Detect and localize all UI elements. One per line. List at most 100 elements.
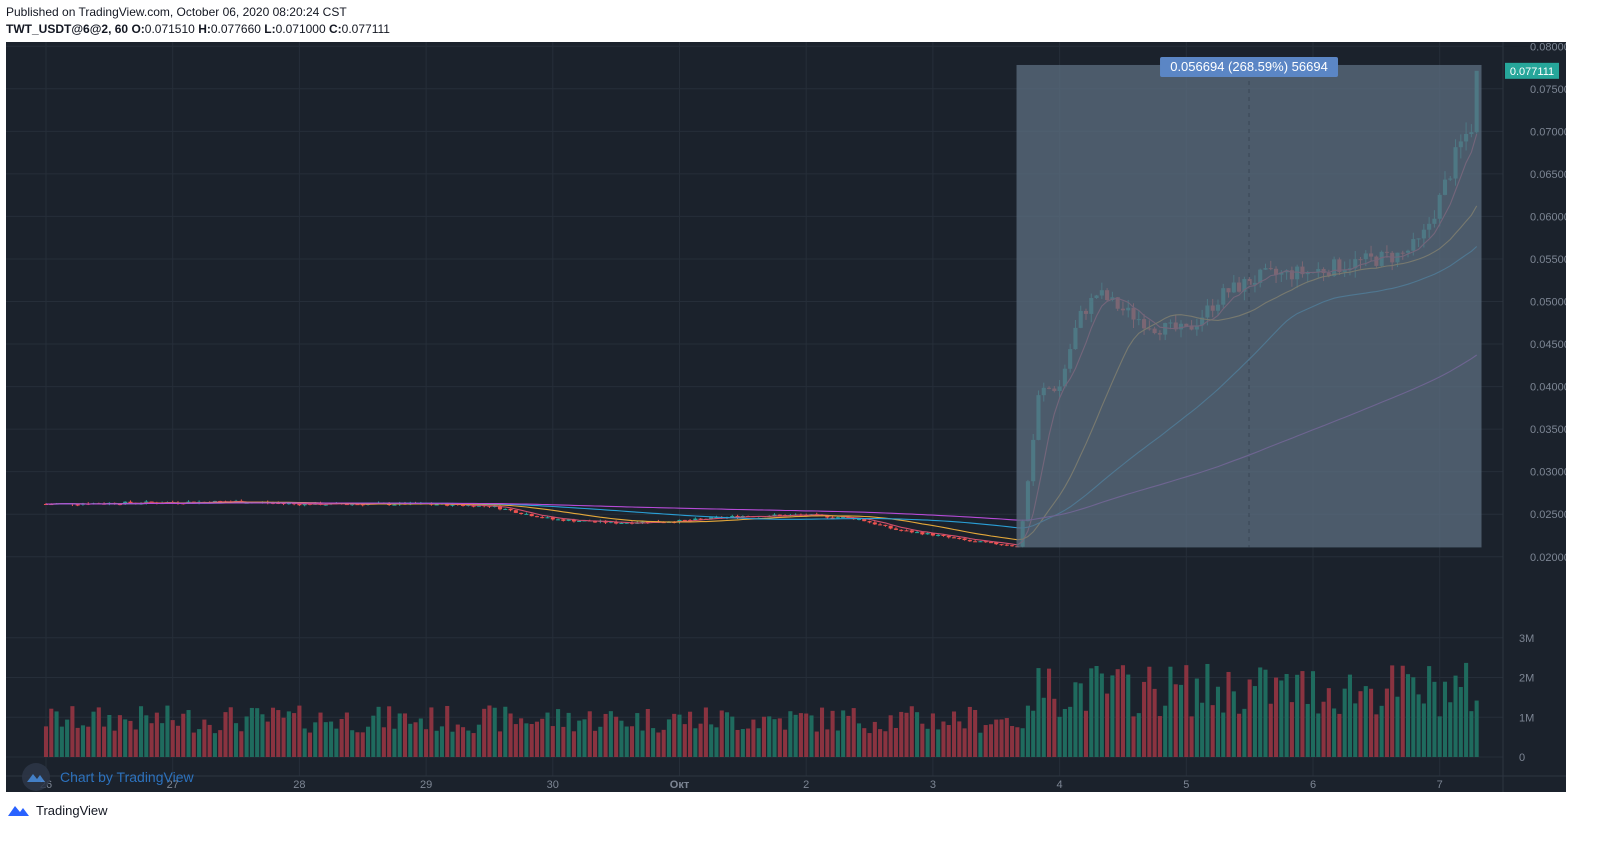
volume-bar [1200,702,1205,757]
volume-bar [318,712,323,757]
volume-bar [91,711,96,757]
volume-bar [1142,681,1147,757]
price-chart[interactable]: 0.056694 (268.59%) 56694 0.080000 0.075000… [6,42,1566,792]
time-tick-label: 27 [167,779,179,791]
volume-bar [387,706,392,757]
range-measure-label-bg [1160,56,1339,77]
volume-bar [255,708,260,757]
volume-bar [1189,716,1194,757]
chart-watermark[interactable]: Chart by TradingView [22,763,194,791]
candle-body [360,504,365,506]
volume-bar [1458,687,1463,757]
candle-body [941,534,946,536]
volume-bar [1379,705,1384,757]
volume-bar [1374,714,1379,757]
volume-bar [772,719,777,757]
time-tick-label: 29 [420,779,432,791]
volume-bar [1036,668,1041,757]
volume-bar [75,727,80,757]
volume-bar [1110,675,1115,757]
candle-body [888,525,893,529]
volume-bar [1247,679,1252,757]
chart-area[interactable]: 0.056694 (268.59%) 56694 0.080000 0.075000… [6,42,1566,792]
price-tick-label: 0.025000 [1530,509,1566,521]
volume-bar [165,705,170,757]
volume-bar [893,727,898,757]
volume-bar [65,719,70,757]
volume-bar [260,714,265,757]
volume-bar [1231,691,1236,757]
candle-body [434,504,439,506]
volume-bar [207,724,212,757]
volume-bar [1057,716,1062,757]
volume-bar [223,712,228,757]
ohlc-line: TWT_USDT@6@2, 60 O:0.071510 H:0.077660 L… [6,22,390,36]
price-tick-label: 0.040000 [1530,382,1566,394]
volume-bar [930,713,935,757]
volume-bar [777,718,782,757]
volume-bar [973,709,978,757]
volume-bar [408,723,413,757]
volume-bar [212,733,217,757]
price-tick-label: 0.035000 [1530,424,1566,436]
candle-body [297,503,302,506]
price-tick-label: 0.060000 [1530,211,1566,223]
watermark-text: Chart by TradingView [60,769,194,785]
volume-bar [49,708,54,757]
volume-bar [888,715,893,757]
volume-bar [608,711,613,757]
candle-body [624,522,629,524]
volume-bar [292,713,297,757]
candle-body [951,537,957,539]
volume-bar [645,708,650,757]
volume-bar [1405,674,1411,757]
candle-body [640,521,645,523]
candle-body [730,515,735,518]
candle-body [476,505,481,507]
volume-bar [651,728,656,757]
volume-bar [1437,716,1442,757]
volume-bar [1448,702,1453,757]
volume-bar [191,732,196,757]
volume-bar [397,713,402,757]
candle-body [772,514,777,517]
candle-body [930,533,935,536]
volume-bar [941,721,946,757]
footer[interactable]: TradingView [6,801,108,819]
volume-bar [603,713,608,757]
volume-bar [1252,686,1257,757]
volume-bar [740,729,745,757]
price-tick-label: 0.080000 [1530,42,1566,53]
volume-bar [1321,701,1326,757]
volume-bar [677,714,682,757]
volume-bar [1316,713,1321,757]
volume-bar [360,732,365,757]
candle-body [524,513,529,515]
volume-bar [587,711,592,757]
volume-bar [1010,726,1015,757]
candle-body [835,517,840,519]
volume-bar [851,708,856,757]
volume-bar [1279,680,1284,757]
volume-bar [1004,718,1009,757]
volume-bar [455,724,460,757]
volume-bar [487,705,492,757]
volume-bar [1147,666,1152,757]
volume-bar [688,711,693,757]
volume-bar [1442,681,1448,757]
candle-body [286,503,291,505]
candle-body [693,518,698,521]
volume-bar [355,732,360,757]
volume-bar [1178,684,1184,757]
volume-bar [999,719,1004,757]
volume-bar [1083,710,1089,757]
volume-bar [909,706,914,757]
volume-bar [540,718,545,757]
volume-bar [746,728,751,757]
candle-body [883,524,888,526]
volume-bar [1295,674,1300,757]
candle-body [862,518,867,522]
volume-bar [1078,683,1083,757]
volume-bar [54,711,59,757]
volume-bar [508,713,513,757]
